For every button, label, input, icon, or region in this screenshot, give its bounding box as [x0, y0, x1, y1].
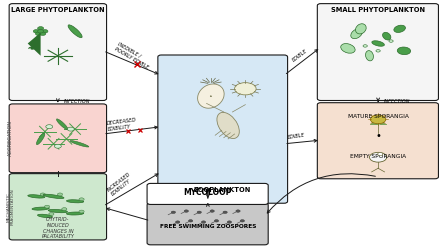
Circle shape — [46, 125, 53, 129]
Ellipse shape — [48, 209, 67, 213]
Circle shape — [236, 210, 240, 212]
Circle shape — [370, 115, 386, 124]
Circle shape — [188, 220, 193, 222]
Circle shape — [184, 210, 188, 212]
Circle shape — [79, 198, 84, 201]
Ellipse shape — [68, 25, 82, 38]
Circle shape — [67, 127, 74, 131]
Text: INCREASED
EDIBILITY: INCREASED EDIBILITY — [106, 171, 136, 197]
Circle shape — [42, 30, 48, 33]
Circle shape — [40, 193, 45, 196]
FancyBboxPatch shape — [9, 104, 106, 173]
Ellipse shape — [37, 214, 52, 218]
FancyBboxPatch shape — [9, 4, 106, 101]
Text: CHYTRID-
INDUCED
CHANGES IN
PALATABILITY: CHYTRID- INDUCED CHANGES IN PALATABILITY — [41, 217, 74, 239]
Ellipse shape — [198, 84, 224, 108]
Circle shape — [49, 213, 54, 215]
Ellipse shape — [351, 29, 362, 39]
FancyArrowPatch shape — [267, 174, 375, 213]
Text: INFECTION: INFECTION — [63, 99, 90, 104]
Text: LARGE PHYTOPLANKTON: LARGE PHYTOPLANKTON — [11, 7, 105, 13]
Circle shape — [33, 30, 39, 33]
Circle shape — [176, 221, 180, 223]
Circle shape — [79, 210, 84, 213]
Circle shape — [37, 27, 44, 30]
Text: •: • — [375, 131, 381, 141]
Text: ZOOPLANKTON: ZOOPLANKTON — [194, 187, 251, 193]
Circle shape — [363, 45, 367, 47]
Text: MATURE SPORANGIA: MATURE SPORANGIA — [348, 114, 408, 119]
Circle shape — [37, 30, 44, 33]
Ellipse shape — [356, 24, 366, 34]
Ellipse shape — [382, 32, 391, 40]
Circle shape — [62, 208, 67, 211]
Ellipse shape — [397, 47, 411, 55]
Text: DECREASED
EDIBILITY: DECREASED EDIBILITY — [106, 118, 138, 132]
Text: MECHANISTIC
FRAGMENTATION: MECHANISTIC FRAGMENTATION — [6, 188, 15, 225]
Circle shape — [210, 210, 214, 212]
Circle shape — [36, 32, 41, 35]
Circle shape — [58, 193, 62, 196]
Ellipse shape — [372, 41, 385, 46]
Circle shape — [235, 83, 256, 95]
Circle shape — [227, 221, 231, 223]
Circle shape — [202, 221, 205, 223]
Circle shape — [223, 211, 227, 214]
Ellipse shape — [66, 212, 84, 215]
Circle shape — [378, 153, 383, 155]
Circle shape — [197, 211, 202, 214]
Text: EDIBLE: EDIBLE — [291, 48, 308, 63]
Circle shape — [240, 220, 245, 222]
Circle shape — [55, 144, 61, 148]
Text: MYCOLOOP: MYCOLOOP — [183, 188, 232, 197]
Circle shape — [171, 211, 176, 214]
Ellipse shape — [217, 112, 239, 138]
Text: INEDIBLE /
POORLY EDIBLE: INEDIBLE / POORLY EDIBLE — [114, 41, 153, 70]
Ellipse shape — [366, 51, 374, 61]
FancyBboxPatch shape — [9, 174, 106, 240]
Text: INFECTION: INFECTION — [384, 99, 411, 104]
Text: SMALL PHYTOPLANKTON: SMALL PHYTOPLANKTON — [331, 7, 425, 13]
Ellipse shape — [32, 207, 49, 210]
Ellipse shape — [66, 200, 84, 203]
Ellipse shape — [28, 195, 45, 198]
FancyBboxPatch shape — [317, 4, 438, 101]
Ellipse shape — [394, 25, 405, 32]
Text: FREE SWIMMING ZOOSPORES: FREE SWIMMING ZOOSPORES — [160, 224, 256, 230]
Ellipse shape — [43, 194, 64, 199]
Circle shape — [214, 220, 219, 222]
Circle shape — [370, 152, 387, 162]
Text: EMPTY SPORANGIA: EMPTY SPORANGIA — [350, 154, 406, 158]
Ellipse shape — [56, 119, 68, 130]
Circle shape — [44, 205, 50, 208]
Circle shape — [376, 50, 380, 52]
Ellipse shape — [37, 133, 45, 145]
Text: EDIBLE: EDIBLE — [288, 133, 306, 140]
Circle shape — [40, 32, 46, 35]
Ellipse shape — [70, 140, 89, 147]
FancyBboxPatch shape — [147, 184, 268, 204]
FancyBboxPatch shape — [147, 203, 268, 245]
FancyBboxPatch shape — [317, 103, 438, 179]
Polygon shape — [28, 32, 40, 56]
Circle shape — [389, 40, 393, 42]
Ellipse shape — [341, 44, 355, 53]
FancyBboxPatch shape — [158, 55, 288, 203]
Text: AGGREGATION: AGGREGATION — [8, 120, 13, 156]
